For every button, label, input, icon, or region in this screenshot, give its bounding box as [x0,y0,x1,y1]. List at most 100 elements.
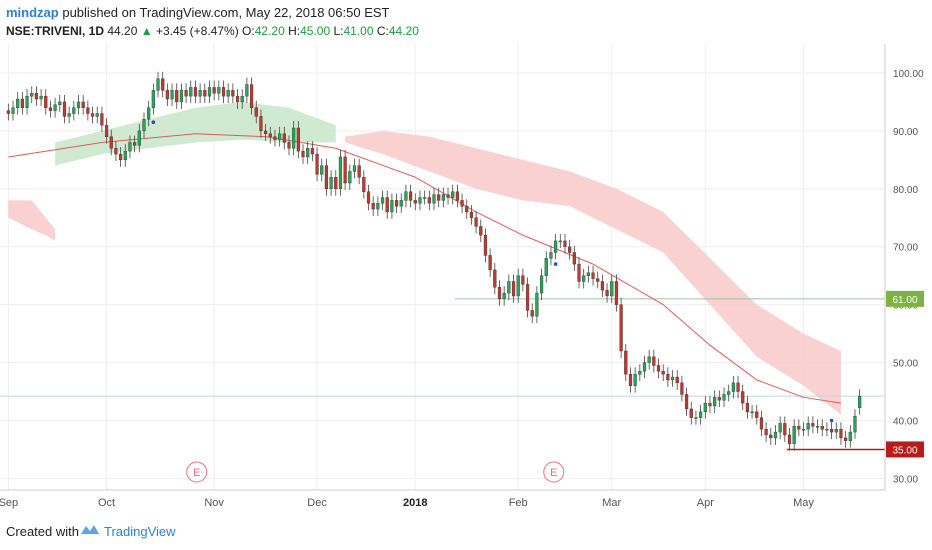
candle-body [179,90,184,103]
price-tick-label: 80.00 [893,185,918,196]
candle-body [539,275,544,294]
candle-body [465,205,469,213]
candle-body [226,90,230,97]
candle [787,428,792,451]
candle-body [708,402,712,407]
candle-body [320,165,324,175]
candle [605,283,609,303]
candle-body [815,426,820,428]
candle [67,106,71,124]
candle [642,355,647,379]
publish-info: published on TradingView.com, May 22, 20… [58,5,390,20]
candle-body [703,402,707,413]
candle [834,422,838,440]
price-tick-label: 90.00 [893,127,918,138]
candle-body [118,153,123,161]
candle-body [193,87,198,97]
tradingview-logo-icon [81,525,99,534]
candle-body [413,200,417,204]
candle-body [568,246,572,253]
candle-body [755,411,759,418]
candle [769,428,773,445]
symbol-name[interactable]: NSE:TRIVENI, 1D [6,24,105,38]
candle [329,170,333,196]
candle [334,170,338,196]
candle [189,80,193,104]
candle [292,121,296,156]
candle-body [212,87,216,94]
time-tick-label: Apr [697,497,714,509]
candle [226,83,230,104]
author-link[interactable]: mindzap [6,5,59,20]
candle [348,164,352,190]
candle [100,106,104,133]
candle [296,121,300,159]
candle [193,80,198,104]
candle-body [451,191,455,198]
candle-body [329,177,333,190]
candle [479,219,483,243]
candle [554,233,558,260]
candle-body [343,156,347,184]
candle-body [759,417,764,430]
candle [848,425,852,448]
earnings-marker: E [186,461,208,483]
candle [507,274,511,301]
candle-body [137,130,141,146]
earnings-label: E [550,467,557,479]
candle [72,100,76,121]
candle [745,396,750,419]
candle-body [554,240,558,253]
candle [76,94,81,115]
earnings-circle [186,461,208,483]
candle [301,144,305,164]
candle [90,106,95,124]
time-axis[interactable]: Sep Oct Nov Dec 2018 Feb Mar Apr May [0,497,814,509]
candle-body [497,287,502,300]
candle [759,410,764,437]
candle-body [67,113,71,117]
candle-body [722,394,726,401]
candle [128,135,132,159]
candle-body [727,391,731,395]
candle-body [203,90,207,97]
candle-body [563,240,567,247]
candle-body [95,113,99,117]
candle-body [231,90,235,97]
candle-body [427,197,431,204]
candle [217,80,221,101]
candle [114,141,118,162]
candle-body [825,428,829,431]
candle [713,390,717,413]
candle [446,187,450,205]
candle-body [586,272,590,276]
candle [825,422,829,437]
candle [385,190,389,219]
candle-body [769,434,773,439]
candle-body [596,278,600,282]
change-up-icon: ▲ [140,24,153,38]
candlesticks [6,71,862,451]
price-chart[interactable]: EE 100.0090.0080.0070.0060.0050.0040.003… [0,44,932,510]
candle-body [717,397,721,401]
cloud-red-band [345,130,841,415]
candle-body [792,426,796,444]
candle-body [385,197,389,213]
candle [48,100,53,118]
tradingview-brand[interactable]: TradingView [104,524,176,539]
created-with-text: Created with [6,524,79,539]
candle [722,387,726,408]
candle-body [287,142,291,149]
candle [525,277,530,318]
high-label: H: [288,24,301,38]
candle-body [839,428,843,439]
candle-body [259,116,263,132]
candle-body [109,136,113,149]
candle-body [128,142,132,152]
candle-body [731,382,735,392]
price-tick-label: 50.00 [893,359,918,370]
candle-body [156,78,160,91]
earnings-label: E [193,467,200,479]
candle-body [455,191,459,201]
candle-body [371,203,375,210]
